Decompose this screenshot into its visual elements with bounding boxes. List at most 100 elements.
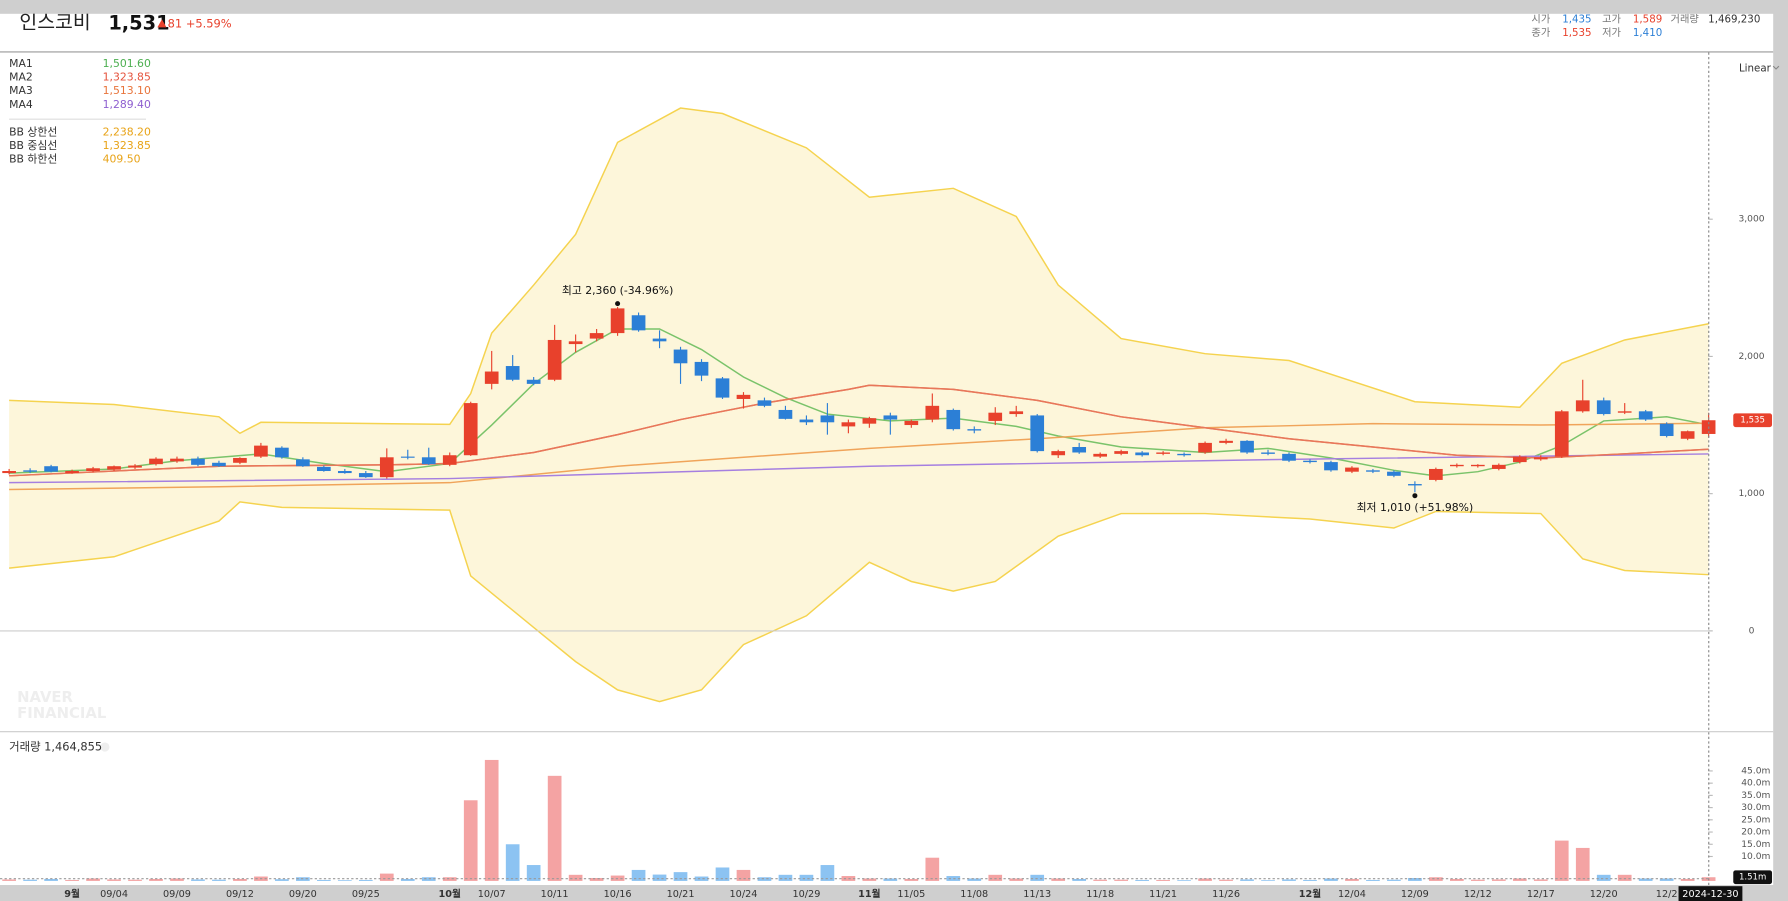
candle-body [86,468,100,472]
x-tick-label: 09/12 [226,889,254,900]
candle-body [589,333,604,339]
quote-value: 1,410 [1633,27,1662,39]
volume-bar [778,874,793,881]
volume-bar [1638,878,1653,881]
volume-bar [967,878,982,881]
candle-body [1156,452,1170,454]
volume-bar [191,879,205,881]
up-arrow [157,19,167,28]
candle-body [44,466,58,472]
dropdown-icon[interactable] [1772,65,1780,70]
volume-bar [568,874,583,881]
volume-bar [1596,874,1611,881]
candle-body [2,471,16,474]
volume-bar [673,872,688,881]
legend-value: 409.50 [103,153,141,166]
volume-bar [1198,878,1212,881]
volume-bar [1680,878,1695,881]
frame [0,0,1788,14]
volume-bar [337,880,352,881]
x-tick-label: 12월 [1299,888,1321,900]
x-tick-label: 12/09 [1401,889,1429,900]
candle-body [778,409,793,419]
volume-bar [526,865,541,881]
volume-bar [1240,879,1254,881]
x-tick-label: 11/18 [1086,889,1114,900]
volume-bar [1324,878,1338,881]
x-tick-label: 10/29 [792,889,820,900]
candle-body [1659,423,1674,437]
volume-bar [1093,879,1108,881]
change: 81 [168,16,182,30]
y-tick-label: 2,000 [1738,352,1764,362]
volume-bar [400,878,415,881]
candle-body [421,457,436,465]
candle-body [841,422,856,427]
x-tick-label: 11/21 [1149,889,1177,900]
price: 1,531 [108,11,169,34]
volume-bar [1554,840,1569,881]
volume-tick-label: 40.0m [1741,779,1770,789]
candle-body [275,447,289,458]
candle-body [254,445,268,457]
volume-bar [128,879,142,881]
x-tick-label: 11/26 [1212,889,1240,900]
candle-body [883,415,898,420]
volume-tag-label: 1.51m [1739,873,1766,883]
volume-bar [1282,879,1296,881]
candle-body [191,458,205,465]
candle-body [463,403,478,456]
volume-bar [275,879,289,881]
price-tag-label: 1,535 [1740,416,1764,426]
annotation-dot [1412,493,1418,499]
candle-body [526,379,541,384]
line [9,422,1709,491]
volume-tag [1733,870,1773,885]
volume-bar [715,867,730,881]
legend-name: MA3 [9,84,33,97]
quote-value: 1,469,230 [1708,13,1760,25]
change-rate: +5.59% [186,16,232,30]
candle-body [1072,446,1087,453]
volume-bar [694,876,709,881]
candle-body [1491,464,1506,469]
legend-name: MA4 [9,98,33,111]
candle-body [505,366,520,380]
candle-body [1303,460,1317,463]
volume-bar [904,878,919,881]
x-tick-label: 11/08 [960,889,988,900]
legend-name: MA2 [9,71,33,84]
candle-body [925,405,940,420]
x-tick-label: 10/11 [541,889,569,900]
volume-bar [1345,878,1359,881]
candle-body [904,420,919,426]
volume-bar [883,878,898,881]
volume-bar [547,775,562,881]
candle-body [1093,453,1108,457]
y-tick-label: 1,000 [1738,489,1764,499]
legend-value: 1,323.85 [103,71,151,84]
volume-tick-label: 10.0m [1741,852,1770,862]
x-tick-label: 10/07 [478,889,506,900]
candle-body [862,418,877,424]
volume-bar [652,874,667,881]
candle-body [1450,464,1464,467]
x-tick-label: 11/13 [1023,889,1051,900]
volume-title: 거래량 1,464,855 [9,740,102,754]
candle-body [149,458,163,465]
volume-tick-label: 35.0m [1741,791,1770,801]
x-tick-label: 12/2 [1656,889,1678,900]
scale-label[interactable]: Linear [1739,62,1772,74]
candle-body [757,400,772,406]
volume-bar [589,877,604,881]
x-tick-label: 12/12 [1464,889,1492,900]
candle-body [1177,453,1191,456]
candle-body [1554,411,1569,457]
candle-body [1198,442,1212,453]
volume-bar [484,759,499,881]
candle-body [1680,431,1695,439]
close-icon[interactable] [100,742,110,752]
candle-body [212,462,226,467]
volume-tick-label: 20.0m [1741,828,1770,838]
volume-bar [86,878,100,881]
